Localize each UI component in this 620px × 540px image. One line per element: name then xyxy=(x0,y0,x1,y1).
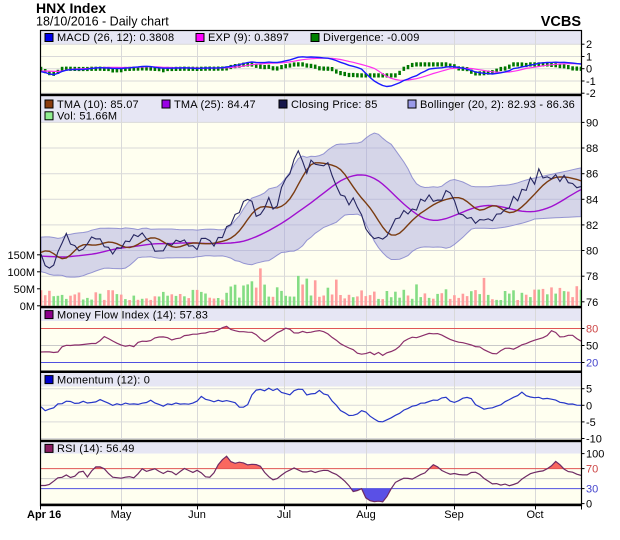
svg-text:Apr 16: Apr 16 xyxy=(27,509,61,521)
svg-text:TMA (25): 84.47: TMA (25): 84.47 xyxy=(174,99,256,111)
svg-text:MACD (26, 12): 0.3808: MACD (26, 12): 0.3808 xyxy=(57,32,174,44)
svg-text:-2: -2 xyxy=(586,88,596,100)
svg-text:20: 20 xyxy=(586,358,598,370)
svg-text:-10: -10 xyxy=(586,434,602,446)
svg-text:-5: -5 xyxy=(586,417,596,429)
svg-text:86: 86 xyxy=(586,169,598,181)
svg-text:84: 84 xyxy=(586,194,598,206)
svg-text:50: 50 xyxy=(586,341,598,353)
svg-text:EXP (9): 0.3897: EXP (9): 0.3897 xyxy=(208,32,289,44)
svg-text:1: 1 xyxy=(586,52,592,64)
svg-text:90: 90 xyxy=(586,117,598,129)
svg-text:Bollinger (20, 2): 82.93 - 86.: Bollinger (20, 2): 82.93 - 86.36 xyxy=(420,99,575,111)
svg-text:100M: 100M xyxy=(7,267,35,279)
svg-text:5: 5 xyxy=(586,384,592,396)
svg-text:76: 76 xyxy=(586,297,598,309)
svg-text:30: 30 xyxy=(586,484,598,496)
svg-text:Momentum (12): 0: Momentum (12): 0 xyxy=(57,374,150,386)
svg-text:Divergence: -0.009: Divergence: -0.009 xyxy=(323,32,420,44)
svg-text:88: 88 xyxy=(586,143,598,155)
svg-text:150M: 150M xyxy=(7,250,35,262)
svg-text:Jul: Jul xyxy=(277,509,291,521)
svg-text:80: 80 xyxy=(586,246,598,258)
svg-text:HNX Index: HNX Index xyxy=(36,0,106,16)
svg-text:0M: 0M xyxy=(20,301,35,313)
svg-text:TMA (10): 85.07: TMA (10): 85.07 xyxy=(57,99,139,111)
svg-text:78: 78 xyxy=(586,271,598,283)
svg-text:18/10/2016 - Daily chart: 18/10/2016 - Daily chart xyxy=(36,15,169,29)
svg-text:Aug: Aug xyxy=(356,509,376,521)
svg-text:Closing Price: 85: Closing Price: 85 xyxy=(291,99,378,111)
svg-text:0: 0 xyxy=(586,499,592,511)
svg-text:Oct: Oct xyxy=(526,509,543,521)
svg-text:Money Flow Index (14): 57.83: Money Flow Index (14): 57.83 xyxy=(57,309,208,321)
svg-text:-1: -1 xyxy=(586,76,596,88)
svg-text:RSI (14): 56.49: RSI (14): 56.49 xyxy=(57,443,135,455)
svg-text:70: 70 xyxy=(586,464,598,476)
svg-text:Sep: Sep xyxy=(444,509,464,521)
svg-text:50M: 50M xyxy=(14,284,35,296)
svg-text:May: May xyxy=(111,509,132,521)
svg-text:100: 100 xyxy=(586,449,604,461)
svg-text:Vol: 51.66M: Vol: 51.66M xyxy=(57,111,117,123)
svg-text:VCBS: VCBS xyxy=(541,14,582,30)
svg-text:0: 0 xyxy=(586,64,592,76)
svg-text:80: 80 xyxy=(586,324,598,336)
svg-text:82: 82 xyxy=(586,220,598,232)
svg-text:2: 2 xyxy=(586,39,592,51)
svg-text:0: 0 xyxy=(586,400,592,412)
svg-text:Jun: Jun xyxy=(188,509,206,521)
